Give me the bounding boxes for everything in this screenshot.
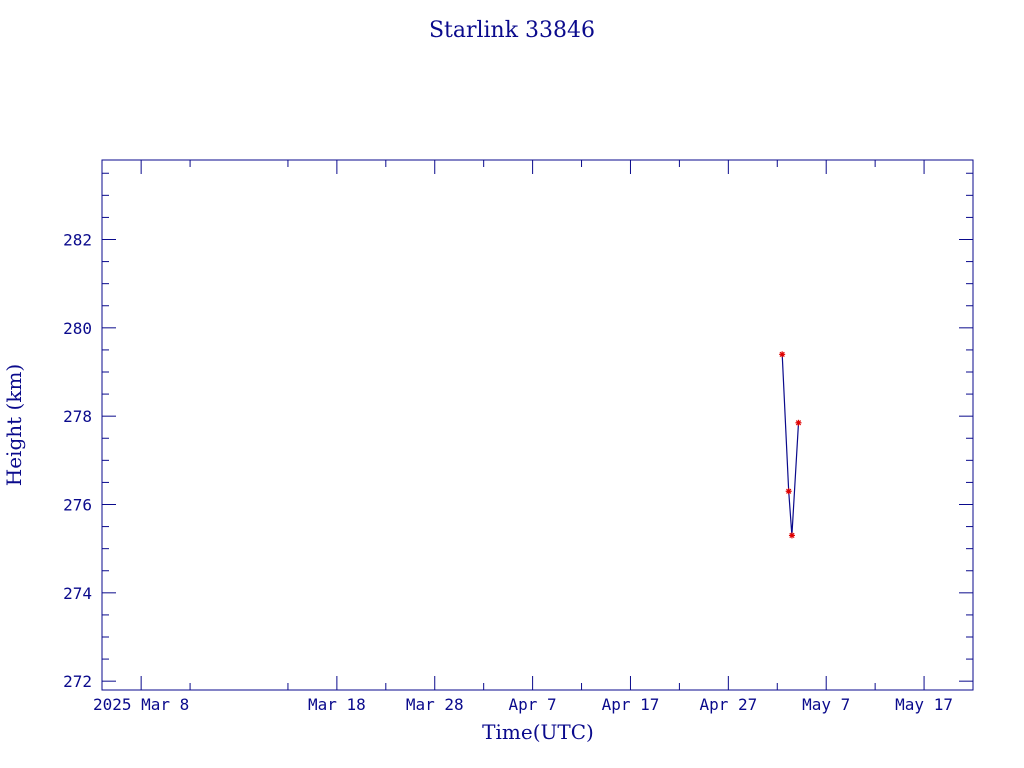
y-tick-label: 276 bbox=[63, 496, 92, 515]
y-tick-label: 282 bbox=[63, 231, 92, 250]
x-tick-label: 2025 Mar 8 bbox=[93, 695, 189, 714]
plot-frame bbox=[101, 159, 974, 691]
x-tick-label: May 17 bbox=[895, 695, 953, 714]
data-point bbox=[788, 532, 795, 539]
series-group bbox=[779, 351, 802, 539]
x-tick-label: Apr 17 bbox=[602, 695, 660, 714]
data-point bbox=[795, 419, 802, 426]
x-axis: 2025 Mar 8 Mar 18 Mar 28 Apr 7 Apr 17 Apr 27 M… bbox=[93, 160, 974, 714]
y-tick-label: 272 bbox=[63, 672, 92, 691]
x-tick-label: Mar 28 bbox=[406, 695, 464, 714]
y-axis: 272 274 276 278 280 282 bbox=[63, 172, 973, 691]
y-tick-label: 274 bbox=[63, 584, 92, 603]
x-tick-label: May 7 bbox=[802, 695, 850, 714]
y-axis-label: Height (km) bbox=[2, 364, 26, 486]
x-tick-label: Apr 27 bbox=[699, 695, 757, 714]
x-tick-label: Mar 18 bbox=[308, 695, 366, 714]
x-tick-label: Apr 7 bbox=[509, 695, 557, 714]
data-point bbox=[779, 351, 786, 358]
data-point bbox=[785, 488, 792, 495]
series-line bbox=[781, 354, 800, 536]
chart-title: Starlink 33846 bbox=[429, 18, 595, 43]
y-tick-label: 278 bbox=[63, 407, 92, 426]
x-axis-label: Time(UTC) bbox=[482, 720, 594, 744]
y-tick-label: 280 bbox=[63, 319, 92, 338]
